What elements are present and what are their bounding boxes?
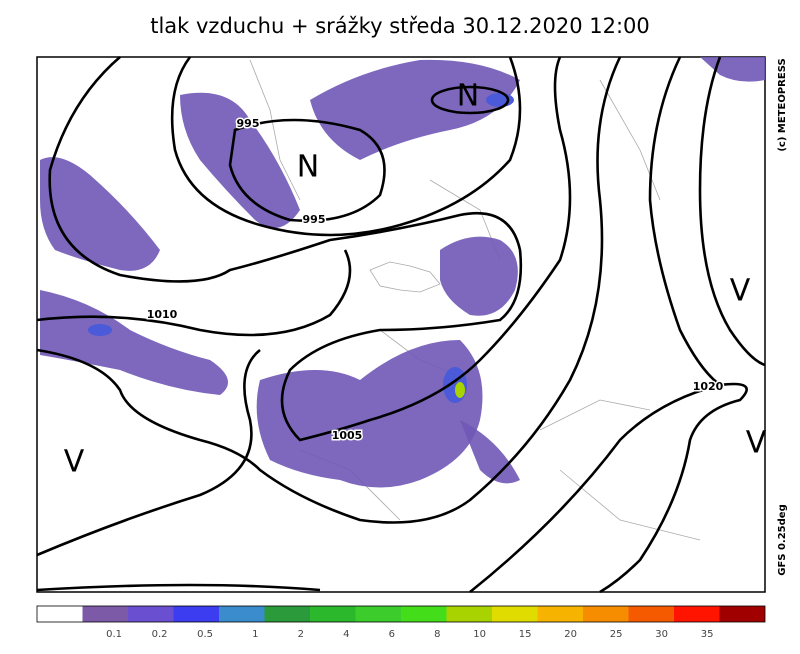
copyright: (c) METEOPRESS	[777, 58, 788, 151]
legend-label: 25	[610, 629, 623, 640]
pressure-center: V	[746, 426, 767, 461]
legend-label: 35	[701, 629, 714, 640]
pressure-center: V	[730, 274, 751, 309]
legend-swatch	[264, 606, 310, 622]
legend-swatch	[401, 606, 447, 622]
legend: 0.1 0.2 0.5 1 2 4 6 8 10 15 20 25 30 35	[36, 605, 766, 640]
map-frame	[36, 56, 766, 593]
isobar-label: 1010	[147, 308, 178, 321]
pressure-center: N	[297, 150, 319, 185]
isobar-label: 995	[303, 213, 326, 226]
legend-label: 30	[655, 629, 668, 640]
pressure-center: V	[64, 445, 85, 480]
isobar-label: 995	[237, 117, 260, 130]
legend-label: 4	[343, 629, 349, 640]
legend-label: 8	[434, 629, 440, 640]
pressure-center: N	[457, 79, 479, 114]
isobars	[36, 56, 766, 594]
legend-label: 20	[564, 629, 577, 640]
isobar-label: 1005	[332, 429, 363, 442]
title: tlak vzduchu + srážky středa 30.12.2020 …	[150, 14, 650, 38]
isobar-label: 1020	[693, 380, 724, 393]
legend-swatch	[37, 606, 83, 622]
legend-swatch	[82, 606, 128, 622]
legend-swatch	[310, 606, 356, 622]
legend-label: 15	[519, 629, 532, 640]
legend-swatch	[537, 606, 583, 622]
legend-swatch	[128, 606, 174, 622]
legend-swatch	[219, 606, 265, 622]
map: 995 995 1010 1005 1020 N N V V V	[36, 56, 767, 594]
legend-swatch	[492, 606, 538, 622]
legend-swatch	[446, 606, 492, 622]
legend-label: 10	[473, 629, 486, 640]
legend-swatch	[719, 606, 765, 622]
legend-label: 2	[298, 629, 304, 640]
legend-label: 0.1	[106, 629, 122, 640]
legend-swatch	[674, 606, 720, 622]
legend-label: 6	[389, 629, 395, 640]
legend-swatch	[628, 606, 674, 622]
legend-swatch	[355, 606, 401, 622]
legend-label: 1	[252, 629, 258, 640]
precipitation	[40, 57, 765, 488]
model-credit: GFS 0.25deg	[777, 504, 788, 576]
legend-frame	[36, 605, 766, 623]
legend-label: 0.5	[197, 629, 213, 640]
legend-swatch	[173, 606, 219, 622]
legend-swatch	[583, 606, 629, 622]
legend-label: 0.2	[152, 629, 168, 640]
